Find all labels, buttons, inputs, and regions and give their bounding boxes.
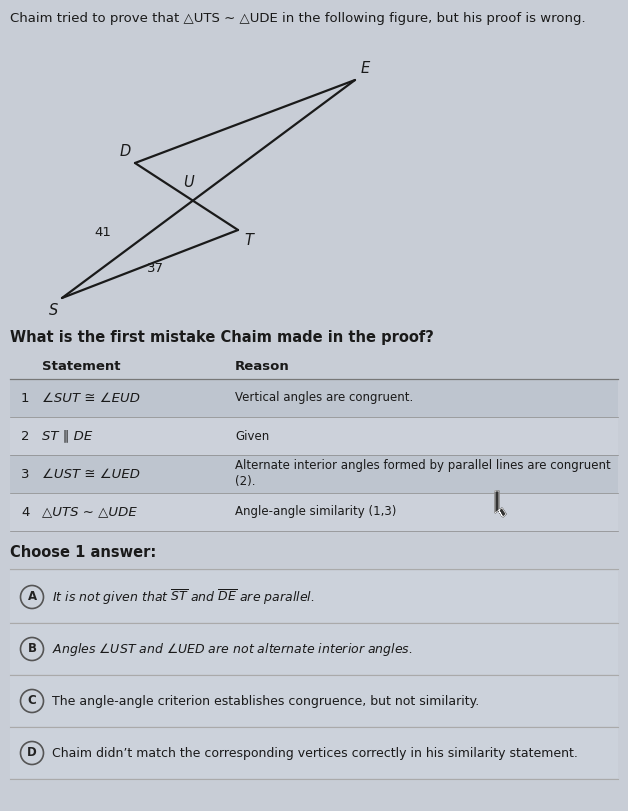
Text: Angles $\angle UST$ and $\angle UED$ are not alternate interior angles.: Angles $\angle UST$ and $\angle UED$ are… [52,641,413,658]
Text: A: A [28,590,36,603]
Text: T: T [244,233,253,248]
Text: Given: Given [235,430,269,443]
Text: △UTS ∼ △UDE: △UTS ∼ △UDE [42,505,137,518]
Text: S: S [49,303,58,318]
Bar [10,455,618,493]
Text: C: C [28,694,36,707]
Text: 3: 3 [21,467,30,480]
Text: Statement: Statement [42,360,121,373]
Text: B: B [28,642,36,655]
Text: The angle-angle criterion establishes congruence, but not similarity.: The angle-angle criterion establishes co… [52,694,479,707]
Text: Vertical angles are congruent.: Vertical angles are congruent. [235,392,413,405]
Text: U: U [183,175,194,190]
Text: D: D [120,144,131,159]
Circle shape [21,741,43,765]
Text: Alternate interior angles formed by parallel lines are congruent: Alternate interior angles formed by para… [235,459,611,472]
Text: Chaim didn’t match the corresponding vertices correctly in his similarity statem: Chaim didn’t match the corresponding ver… [52,746,578,759]
Bar [10,623,618,674]
Text: It is not given that $\overline{ST}$ and $\overline{DE}$ are parallel.: It is not given that $\overline{ST}$ and… [52,587,315,607]
Circle shape [21,689,43,713]
Text: 41: 41 [95,225,111,238]
Text: Choose 1 answer:: Choose 1 answer: [10,545,156,560]
Bar [10,571,618,622]
Bar [10,675,618,726]
Text: ∠UST ≅ ∠UED: ∠UST ≅ ∠UED [42,467,140,480]
Text: E: E [361,61,371,76]
Text: Angle-angle similarity (1,3): Angle-angle similarity (1,3) [235,505,396,518]
Bar [10,417,618,455]
Text: 4: 4 [21,505,30,518]
Bar [10,727,618,778]
Text: 37: 37 [146,261,163,274]
Text: D: D [27,746,37,759]
Bar [10,379,618,417]
Text: ST ∥ DE: ST ∥ DE [42,430,92,443]
Circle shape [21,586,43,608]
Text: 1: 1 [21,392,30,405]
Circle shape [21,637,43,660]
Text: ∠SUT ≅ ∠EUD: ∠SUT ≅ ∠EUD [42,392,140,405]
Text: 2: 2 [21,430,30,443]
Polygon shape [495,491,506,517]
Text: Chaim tried to prove that △UTS ∼ △UDE in the following figure, but his proof is : Chaim tried to prove that △UTS ∼ △UDE in… [10,12,586,25]
Text: Reason: Reason [235,360,290,373]
Text: What is the first mistake Chaim made in the proof?: What is the first mistake Chaim made in … [10,330,434,345]
Bar [10,493,618,531]
Text: (2).: (2). [235,475,256,488]
